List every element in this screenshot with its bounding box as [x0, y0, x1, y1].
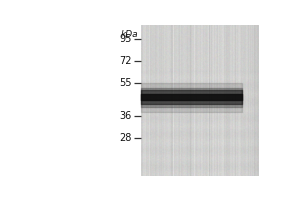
Text: 95: 95 — [119, 34, 132, 44]
Text: 36: 36 — [119, 111, 132, 121]
Text: 55: 55 — [119, 78, 132, 88]
Text: kDa: kDa — [121, 30, 138, 39]
Text: 72: 72 — [119, 56, 132, 66]
Text: 28: 28 — [119, 133, 132, 143]
